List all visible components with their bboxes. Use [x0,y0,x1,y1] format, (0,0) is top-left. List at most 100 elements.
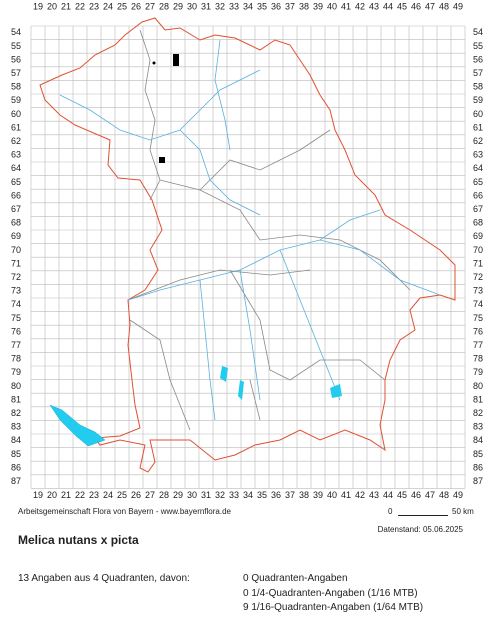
row-label: 59 [473,95,483,105]
column-label: 39 [313,1,323,11]
occurrence-marker [159,157,165,163]
column-label: 44 [383,1,393,11]
row-label: 76 [11,326,21,336]
column-label: 20 [47,1,57,11]
column-label: 25 [117,490,127,500]
row-label: 82 [473,408,483,418]
row-label: 69 [473,231,483,241]
row-label: 63 [11,150,21,160]
scale-bar [398,515,448,516]
column-label: 40 [327,490,337,500]
row-label: 66 [11,190,21,200]
data-date: Datenstand: 05.06.2025 [377,525,463,534]
map: 19 19 20 20 21 21 22 22 23 23 24 24 25 25 26 26 27 27 28 28… [11,1,483,500]
row-label: 78 [11,354,21,364]
column-label: 47 [425,1,435,11]
row-label: 65 [473,177,483,187]
column-label: 47 [425,490,435,500]
column-label: 27 [145,1,155,11]
occurrence-marker [152,61,156,65]
row-label: 80 [11,381,21,391]
column-label: 39 [313,490,323,500]
column-label: 23 [89,1,99,11]
row-label: 71 [473,258,483,268]
row-label: 76 [473,326,483,336]
column-label: 46 [411,490,421,500]
column-label: 36 [271,1,281,11]
row-label: 54 [473,27,483,37]
column-label: 37 [285,1,295,11]
column-label: 19 [33,1,43,11]
column-label: 25 [117,1,127,11]
column-label: 49 [453,490,463,500]
column-label: 22 [75,490,85,500]
row-label: 83 [11,422,21,432]
row-label: 55 [473,41,483,51]
row-label: 54 [11,27,21,37]
column-label: 43 [369,490,379,500]
column-label: 28 [159,490,169,500]
row-label: 62 [473,136,483,146]
row-label: 86 [11,462,21,472]
row-label: 61 [11,122,21,132]
column-label: 24 [103,490,113,500]
row-label: 84 [11,435,21,445]
row-label: 62 [11,136,21,146]
breakdown: 9 1/16-Quadranten-Angaben (1/64 MTB) [243,602,424,613]
row-label: 80 [473,381,483,391]
column-label: 34 [243,490,253,500]
column-label: 31 [201,490,211,500]
row-label: 68 [473,218,483,228]
row-label: 69 [11,231,21,241]
row-label: 57 [473,68,483,78]
row-label: 84 [473,435,483,445]
lake [220,366,342,400]
row-label: 75 [473,313,483,323]
column-label: 42 [355,490,365,500]
column-label: 24 [103,1,113,11]
row-label: 60 [11,109,21,119]
breakdown: 0 Quadranten-Angaben [243,573,348,584]
column-label: 26 [131,1,141,11]
column-label: 36 [271,490,281,500]
column-label: 27 [145,490,155,500]
column-label: 21 [61,1,71,11]
scale-end: 50 km [452,507,474,516]
column-label: 22 [75,1,85,11]
occurrence-marker [173,54,179,60]
row-label: 57 [11,68,21,78]
row-label: 64 [11,163,21,173]
scale-start: 0 [388,507,393,516]
row-label: 65 [11,177,21,187]
rivers [59,39,441,421]
row-label: 56 [11,54,21,64]
row-label: 87 [473,476,483,486]
column-label: 41 [341,1,351,11]
column-label: 29 [173,490,183,500]
row-label: 61 [473,122,483,132]
column-label: 45 [397,490,407,500]
row-label: 58 [473,82,483,92]
column-label: 23 [89,490,99,500]
breakdown: 0 1/4-Quadranten-Angaben (1/16 MTB) [243,588,418,599]
row-label: 73 [11,286,21,296]
column-label: 34 [243,1,253,11]
column-label: 37 [285,490,295,500]
row-label: 79 [11,367,21,377]
district-borders [127,29,411,431]
column-label: 41 [341,490,351,500]
row-label: 83 [473,422,483,432]
column-label: 43 [369,1,379,11]
row-label: 63 [473,150,483,160]
row-label: 60 [473,109,483,119]
column-label: 30 [187,490,197,500]
row-label: 74 [473,299,483,309]
column-label: 46 [411,1,421,11]
summary: 13 Angaben aus 4 Quadranten, davon: [18,573,190,584]
row-label: 59 [11,95,21,105]
row-label: 72 [11,272,21,282]
column-label: 19 [33,490,43,500]
credit: Arbeitsgemeinschaft Flora von Bayern - w… [18,507,231,516]
row-label: 87 [11,476,21,486]
